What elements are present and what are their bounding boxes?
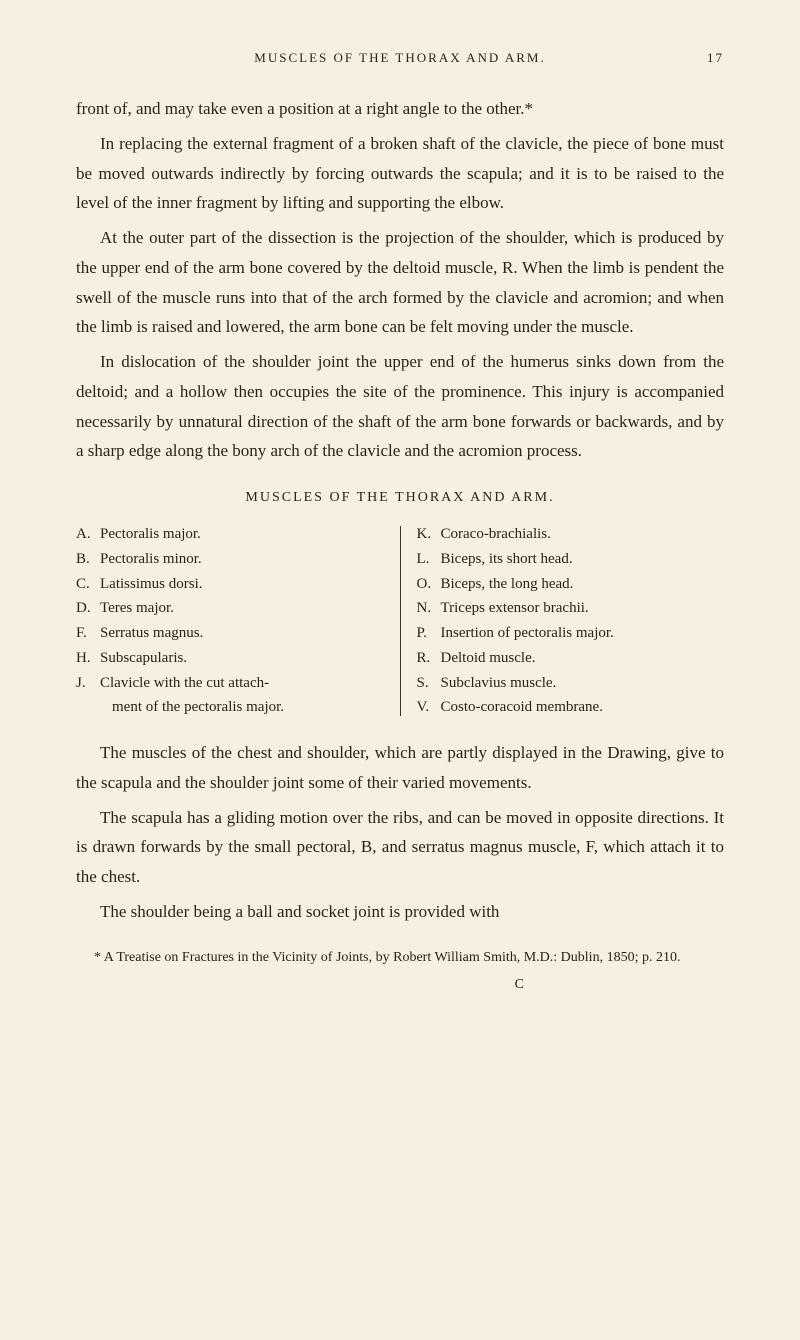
list-item: H. Subscapularis. — [76, 646, 384, 671]
item-text: Coraco-brachialis. — [441, 522, 725, 547]
item-text: Pectoralis minor. — [100, 547, 384, 572]
column-divider — [400, 526, 401, 716]
list-item: C. Latissimus dorsi. — [76, 572, 384, 597]
list-item: B. Pectoralis minor. — [76, 547, 384, 572]
list-item: J. Clavicle with the cut attach- — [76, 671, 384, 696]
list-item: ment of the pectoralis major. — [76, 695, 384, 720]
item-letter: O. — [417, 572, 441, 597]
signature-letter: C — [76, 977, 724, 993]
item-text: Subclavius muscle. — [441, 671, 725, 696]
list-item: S. Subclavius muscle. — [417, 671, 725, 696]
list-item: K. Coraco-brachialis. — [417, 522, 725, 547]
section-heading: MUSCLES OF THE THORAX AND ARM. — [76, 490, 724, 506]
left-column: A. Pectoralis major. B. Pectoralis minor… — [76, 522, 384, 720]
item-letter: V. — [417, 695, 441, 720]
item-text: Costo-coracoid membrane. — [441, 695, 725, 720]
body-paragraph-1: front of, and may take even a position a… — [76, 94, 724, 124]
list-item: R. Deltoid muscle. — [417, 646, 725, 671]
item-letter: S. — [417, 671, 441, 696]
item-text: Serratus magnus. — [100, 621, 384, 646]
item-text: Clavicle with the cut attach- — [100, 671, 384, 696]
body-paragraph-3: At the outer part of the dissection is t… — [76, 223, 724, 342]
item-letter: N. — [417, 596, 441, 621]
item-letter: L. — [417, 547, 441, 572]
item-text: Pectoralis major. — [100, 522, 384, 547]
item-text: Insertion of pectoralis major. — [441, 621, 725, 646]
item-text: Biceps, the long head. — [441, 572, 725, 597]
body-paragraph-4: In dislocation of the shoulder joint the… — [76, 347, 724, 466]
body-paragraph-2: In replacing the external fragment of a … — [76, 129, 724, 218]
list-item: F. Serratus magnus. — [76, 621, 384, 646]
item-letter: C. — [76, 572, 100, 597]
item-text: ment of the pectoralis major. — [112, 695, 384, 720]
item-letter: H. — [76, 646, 100, 671]
item-letter: P. — [417, 621, 441, 646]
page-number: 17 — [694, 50, 724, 66]
item-text: Subscapularis. — [100, 646, 384, 671]
item-letter: J. — [76, 671, 100, 696]
item-text: Latissimus dorsi. — [100, 572, 384, 597]
list-item: L. Biceps, its short head. — [417, 547, 725, 572]
body-paragraph-5: The muscles of the chest and shoulder, w… — [76, 738, 724, 798]
list-item: A. Pectoralis major. — [76, 522, 384, 547]
item-text: Triceps extensor brachii. — [441, 596, 725, 621]
list-item: P. Insertion of pectoralis major. — [417, 621, 725, 646]
list-item: V. Costo-coracoid membrane. — [417, 695, 725, 720]
list-item: O. Biceps, the long head. — [417, 572, 725, 597]
item-letter: B. — [76, 547, 100, 572]
list-item: N. Triceps extensor brachii. — [417, 596, 725, 621]
item-text: Deltoid muscle. — [441, 646, 725, 671]
footnote: * A Treatise on Fractures in the Vicinit… — [76, 947, 724, 969]
muscle-list-columns: A. Pectoralis major. B. Pectoralis minor… — [76, 522, 724, 720]
running-head: MUSCLES OF THE THORAX AND ARM. — [106, 50, 694, 66]
item-letter: K. — [417, 522, 441, 547]
body-paragraph-7: The shoulder being a ball and socket joi… — [76, 897, 724, 927]
right-column: K. Coraco-brachialis. L. Biceps, its sho… — [417, 522, 725, 720]
page-header: MUSCLES OF THE THORAX AND ARM. 17 — [76, 50, 724, 66]
header-spacer — [76, 50, 106, 66]
list-item: D. Teres major. — [76, 596, 384, 621]
item-letter: A. — [76, 522, 100, 547]
body-paragraph-6: The scapula has a gliding motion over th… — [76, 803, 724, 892]
item-text: Teres major. — [100, 596, 384, 621]
item-letter: R. — [417, 646, 441, 671]
item-letter: D. — [76, 596, 100, 621]
item-text: Biceps, its short head. — [441, 547, 725, 572]
item-letter: F. — [76, 621, 100, 646]
